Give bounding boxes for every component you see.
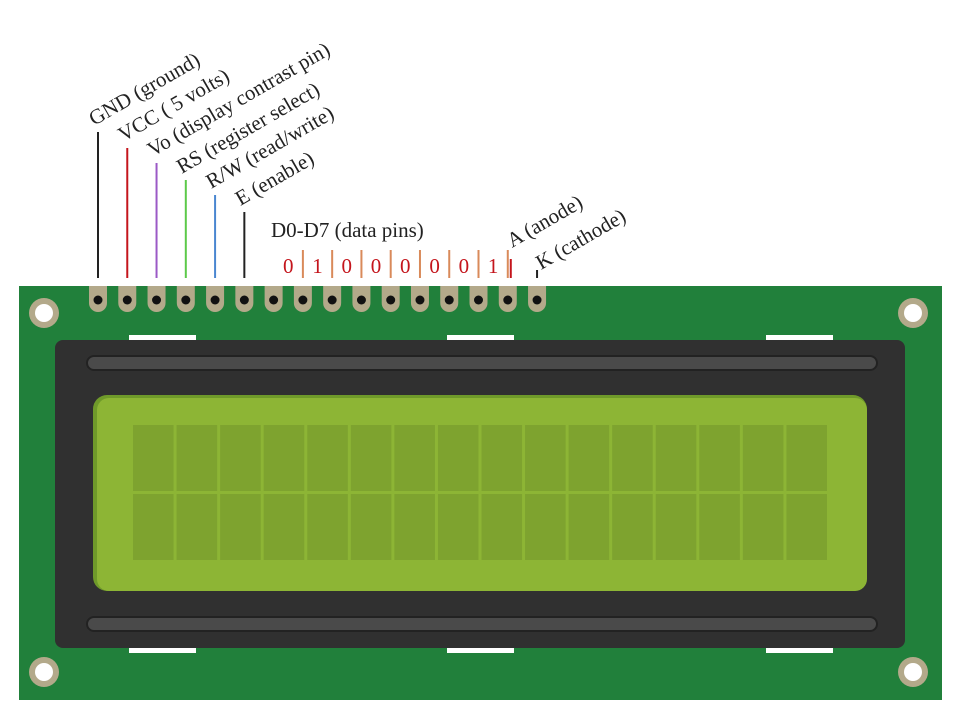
data-bit: 0 bbox=[400, 254, 411, 278]
pin-hole bbox=[239, 295, 249, 305]
mount-hole bbox=[904, 304, 922, 322]
data-bit: 0 bbox=[459, 254, 470, 278]
character-cell bbox=[220, 494, 261, 560]
data-bit: 0 bbox=[429, 254, 440, 278]
character-cell bbox=[699, 494, 740, 560]
pin-hole bbox=[298, 295, 308, 305]
character-cell bbox=[133, 494, 174, 560]
bezel-tab-top-right bbox=[766, 335, 833, 340]
character-cell bbox=[525, 425, 566, 491]
character-cell bbox=[176, 494, 218, 560]
bezel-tab-bottom-right bbox=[766, 648, 833, 653]
character-cell bbox=[655, 425, 697, 491]
character-cell bbox=[481, 494, 523, 560]
character-cell bbox=[525, 494, 566, 560]
character-cell bbox=[220, 425, 261, 491]
pin-hole bbox=[122, 295, 132, 305]
character-cell bbox=[394, 494, 435, 560]
data-bit: 1 bbox=[312, 254, 323, 278]
lcd-board bbox=[19, 286, 942, 700]
character-cell bbox=[394, 425, 435, 491]
character-cell bbox=[612, 425, 653, 491]
character-cell bbox=[307, 425, 348, 491]
pin-hole bbox=[503, 295, 513, 305]
data-pins-label: D0-D7 (data pins) bbox=[271, 218, 424, 242]
pin-hole bbox=[386, 295, 396, 305]
pin-hole bbox=[152, 295, 162, 305]
character-cell bbox=[176, 425, 218, 491]
character-cell bbox=[742, 494, 784, 560]
pin-hole bbox=[356, 295, 366, 305]
character-cell bbox=[786, 425, 827, 491]
character-cell bbox=[481, 425, 523, 491]
character-cell bbox=[263, 494, 305, 560]
bezel-tab-bottom-left bbox=[129, 648, 196, 653]
data-bit: 1 bbox=[488, 254, 499, 278]
data-bit: 0 bbox=[371, 254, 382, 278]
pin-hole bbox=[210, 295, 220, 305]
pin-hole bbox=[181, 295, 191, 305]
character-cell bbox=[350, 494, 392, 560]
bezel-tab-top-mid bbox=[447, 335, 514, 340]
character-cell bbox=[437, 494, 479, 560]
mount-hole bbox=[35, 304, 53, 322]
character-cell bbox=[437, 425, 479, 491]
mount-hole bbox=[904, 663, 922, 681]
pin-hole bbox=[474, 295, 484, 305]
character-cell bbox=[568, 494, 610, 560]
character-cell bbox=[568, 425, 610, 491]
pin-hole bbox=[93, 295, 103, 305]
pin-hole bbox=[327, 295, 337, 305]
bezel-slot-bottom bbox=[86, 616, 878, 632]
character-cell bbox=[350, 425, 392, 491]
character-cell bbox=[742, 425, 784, 491]
character-cell bbox=[786, 494, 827, 560]
character-cell bbox=[263, 425, 305, 491]
character-cell bbox=[699, 425, 740, 491]
bezel-tab-top-left bbox=[129, 335, 196, 340]
character-cell bbox=[307, 494, 348, 560]
pin-hole bbox=[415, 295, 425, 305]
character-cell bbox=[612, 494, 653, 560]
data-bit: 0 bbox=[342, 254, 353, 278]
pin-hole bbox=[444, 295, 454, 305]
bezel-slot-top bbox=[86, 355, 878, 371]
data-bit: 0 bbox=[283, 254, 294, 278]
mount-hole bbox=[35, 663, 53, 681]
pin-hole bbox=[269, 295, 279, 305]
pin-hole bbox=[532, 295, 542, 305]
character-cell bbox=[655, 494, 697, 560]
bezel-tab-bottom-mid bbox=[447, 648, 514, 653]
character-cell bbox=[133, 425, 174, 491]
